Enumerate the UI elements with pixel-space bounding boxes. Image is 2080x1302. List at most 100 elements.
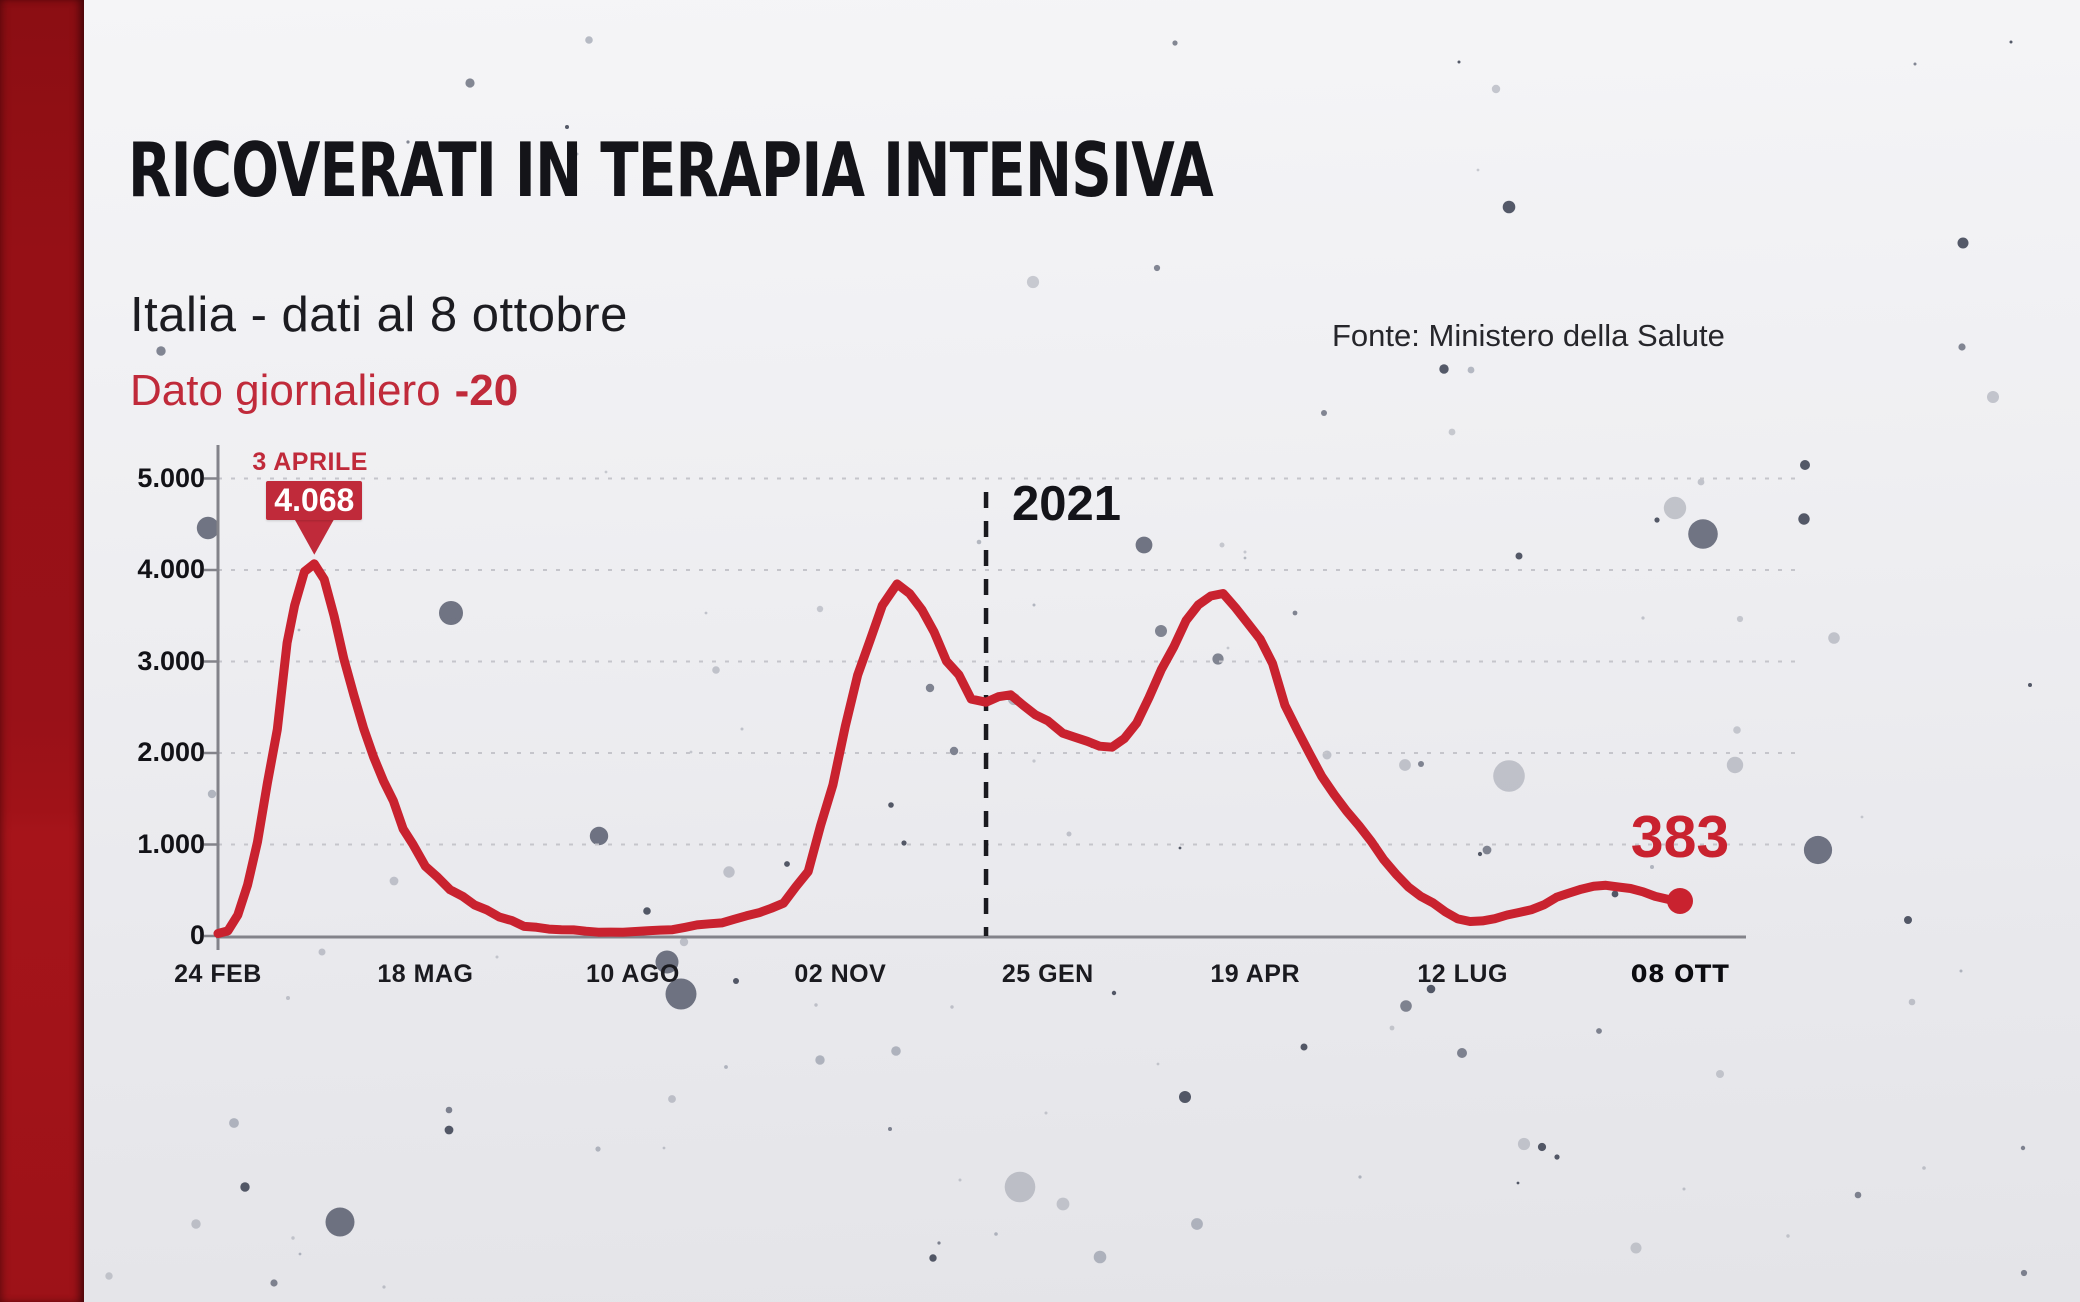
speckle xyxy=(291,1236,295,1240)
x-tick-label: 19 APR xyxy=(1210,960,1301,988)
speckle xyxy=(1111,990,1117,996)
speckle xyxy=(712,666,720,674)
speckle xyxy=(1172,40,1178,46)
x-tick-label: 02 NOV xyxy=(794,960,887,988)
speckle xyxy=(929,1254,937,1262)
speckle xyxy=(733,978,739,984)
speckle xyxy=(1957,237,1969,249)
speckle xyxy=(1904,916,1912,924)
speckle xyxy=(891,1046,901,1056)
speckle xyxy=(207,789,217,799)
speckle xyxy=(318,948,326,956)
speckle xyxy=(1243,550,1247,554)
speckle xyxy=(156,346,166,356)
speckle xyxy=(679,937,689,947)
speckle xyxy=(1456,979,1460,983)
speckle xyxy=(1439,364,1449,374)
speckle xyxy=(1537,1142,1547,1152)
speckle xyxy=(958,1178,962,1182)
speckle xyxy=(1399,759,1411,771)
speckle xyxy=(1321,410,1327,416)
speckle-large xyxy=(1004,1171,1036,1203)
speckle xyxy=(976,539,982,545)
speckle xyxy=(604,470,608,474)
speckle xyxy=(1066,831,1072,837)
speckle-large xyxy=(1726,756,1744,774)
speckle xyxy=(1611,890,1619,898)
speckle xyxy=(286,996,290,1000)
speckle-large xyxy=(665,978,697,1010)
subtitle: Italia - dati al 8 ottobre xyxy=(130,288,628,342)
speckle xyxy=(1418,761,1424,767)
speckle xyxy=(1516,1181,1520,1185)
speckle xyxy=(723,866,735,878)
speckle xyxy=(240,1182,250,1192)
speckle xyxy=(495,955,499,959)
speckle xyxy=(2028,683,2032,687)
speckle xyxy=(1733,726,1741,734)
speckle xyxy=(575,152,579,156)
peak-marker-icon xyxy=(294,518,335,555)
speckle-large xyxy=(1663,496,1687,520)
speckle-large xyxy=(589,826,609,846)
speckle xyxy=(929,181,937,189)
speckle xyxy=(1515,552,1523,560)
speckle-large xyxy=(196,516,220,540)
speckle xyxy=(1716,1070,1724,1078)
speckle xyxy=(1630,1242,1642,1254)
speckle xyxy=(1697,478,1705,486)
speckle xyxy=(1426,984,1436,994)
speckle xyxy=(1654,517,1660,523)
speckle xyxy=(1922,1166,1926,1170)
speckle xyxy=(1482,845,1492,855)
speckle xyxy=(1650,865,1654,869)
speckle xyxy=(565,125,569,129)
speckle xyxy=(406,140,410,144)
speckle xyxy=(1178,846,1182,850)
speckle xyxy=(1958,343,1966,351)
speckle xyxy=(1736,615,1744,623)
y-tick-label: 5.000 xyxy=(137,462,205,493)
speckle-large xyxy=(1493,760,1525,792)
speckle xyxy=(2020,1269,2028,1277)
speckle xyxy=(1292,610,1298,616)
speckle xyxy=(1191,1218,1203,1230)
speckle xyxy=(784,861,790,867)
speckle xyxy=(270,1279,278,1287)
speckle xyxy=(1477,851,1483,857)
speckle xyxy=(1457,1048,1467,1058)
y-tick-label: 1.000 xyxy=(137,828,205,859)
speckle xyxy=(704,611,708,615)
y-tick-label: 0 xyxy=(189,920,205,950)
speckle-large xyxy=(655,950,679,974)
speckle-large xyxy=(325,1207,355,1237)
speckle xyxy=(1913,62,1917,66)
peak-date-label: 3 APRILE xyxy=(252,448,368,476)
speckle xyxy=(1056,1197,1070,1211)
speckle xyxy=(901,840,907,846)
speckle xyxy=(949,746,959,756)
speckle xyxy=(382,1285,386,1289)
speckle xyxy=(1032,603,1036,607)
latest-value-label: 383 xyxy=(1630,804,1730,870)
speckle xyxy=(389,876,399,886)
speckle xyxy=(1457,60,1461,64)
speckle xyxy=(816,605,824,613)
speckle xyxy=(1389,1025,1395,1031)
speckle xyxy=(2009,40,2013,44)
speckle xyxy=(925,683,935,693)
left-red-bar xyxy=(0,0,84,1302)
y-tick-label: 2.000 xyxy=(137,737,205,767)
speckle xyxy=(1860,815,1864,819)
speckle xyxy=(1800,460,1810,470)
speckle xyxy=(994,1232,998,1236)
speckle xyxy=(297,628,301,632)
x-tick-label: 25 GEN xyxy=(1001,960,1094,988)
speckle xyxy=(1641,616,1645,620)
x-tick-label: 18 MAG xyxy=(377,960,474,988)
speckle xyxy=(445,1106,453,1114)
speckle xyxy=(1179,1091,1191,1103)
